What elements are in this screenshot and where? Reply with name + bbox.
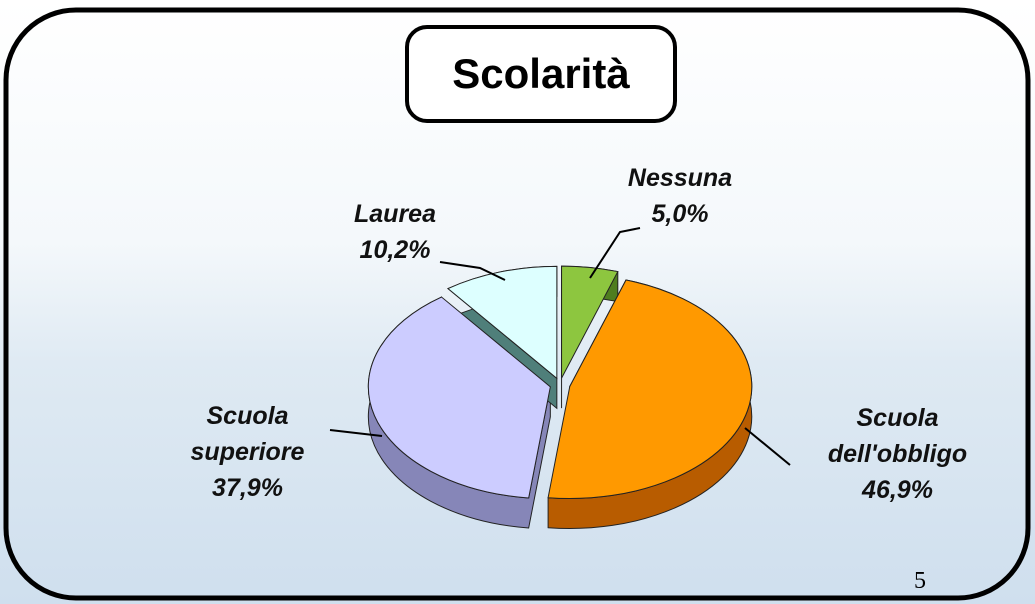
slice bbox=[561, 265, 619, 379]
value-label: 46,9% bbox=[862, 476, 933, 504]
value-label: 5,0% bbox=[651, 200, 709, 228]
slice-label: Nessuna 5,0% bbox=[600, 160, 760, 232]
category-label: Laurea bbox=[354, 200, 436, 228]
leader-line bbox=[329, 429, 383, 437]
category-label: Scuola dell'obbligo bbox=[827, 404, 968, 468]
slice-label: Scuola dell'obbligo 46,9% bbox=[810, 400, 985, 508]
frame bbox=[3, 7, 1031, 601]
value-label: 37,9% bbox=[212, 474, 283, 502]
page-number: 5 bbox=[914, 568, 926, 594]
slice-label: Laurea 10,2% bbox=[320, 196, 470, 268]
slice bbox=[547, 279, 753, 500]
pie bbox=[367, 265, 753, 530]
slice bbox=[367, 296, 551, 499]
slice bbox=[447, 265, 558, 380]
value-label: 10,2% bbox=[359, 236, 431, 264]
leader-line bbox=[589, 227, 641, 279]
slice-label: Scuola superiore 37,9% bbox=[180, 398, 315, 506]
leader-lines bbox=[329, 227, 791, 466]
leader-line bbox=[744, 427, 791, 466]
leader-line bbox=[439, 261, 506, 281]
chart-title: Scolarità bbox=[405, 25, 677, 123]
category-label: Scuola superiore bbox=[190, 402, 305, 466]
category-label: Nessuna bbox=[627, 164, 733, 192]
